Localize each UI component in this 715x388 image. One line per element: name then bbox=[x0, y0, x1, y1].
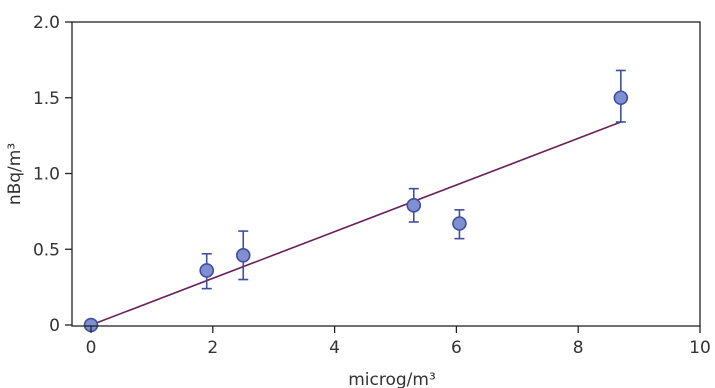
data-point bbox=[452, 216, 467, 231]
x-axis-ticks: 0 2 4 6 8 10 bbox=[86, 326, 711, 358]
x-tick-label: 6 bbox=[451, 338, 462, 358]
y-tick-label: 0.5 bbox=[33, 240, 60, 260]
data-point bbox=[199, 263, 215, 278]
y-tick-label: 2.0 bbox=[33, 13, 60, 33]
x-tick-label: 8 bbox=[573, 338, 584, 358]
data-point bbox=[613, 90, 629, 106]
x-tick-label: 2 bbox=[207, 338, 218, 358]
error-bar-layer bbox=[201, 69, 626, 290]
x-axis-title: microg/m³ bbox=[348, 370, 436, 388]
data-point bbox=[235, 248, 251, 263]
plot-frame bbox=[71, 21, 701, 327]
data-point bbox=[406, 198, 422, 213]
y-tick-label: 1.5 bbox=[33, 89, 60, 109]
x-tick-label: 4 bbox=[329, 338, 340, 358]
y-tick-label: 1.0 bbox=[33, 165, 60, 185]
fit-line-layer bbox=[90, 121, 622, 326]
x-tick-label: 10 bbox=[689, 338, 711, 358]
y-axis-title: nBq/m³ bbox=[5, 143, 25, 205]
regression-line bbox=[90, 121, 622, 326]
y-tick-label: 0 bbox=[49, 316, 60, 336]
y-axis-ticks: 0 0.5 1.0 1.5 2.0 bbox=[33, 13, 72, 336]
points-layer bbox=[83, 90, 629, 333]
x-tick-label: 0 bbox=[86, 338, 97, 358]
